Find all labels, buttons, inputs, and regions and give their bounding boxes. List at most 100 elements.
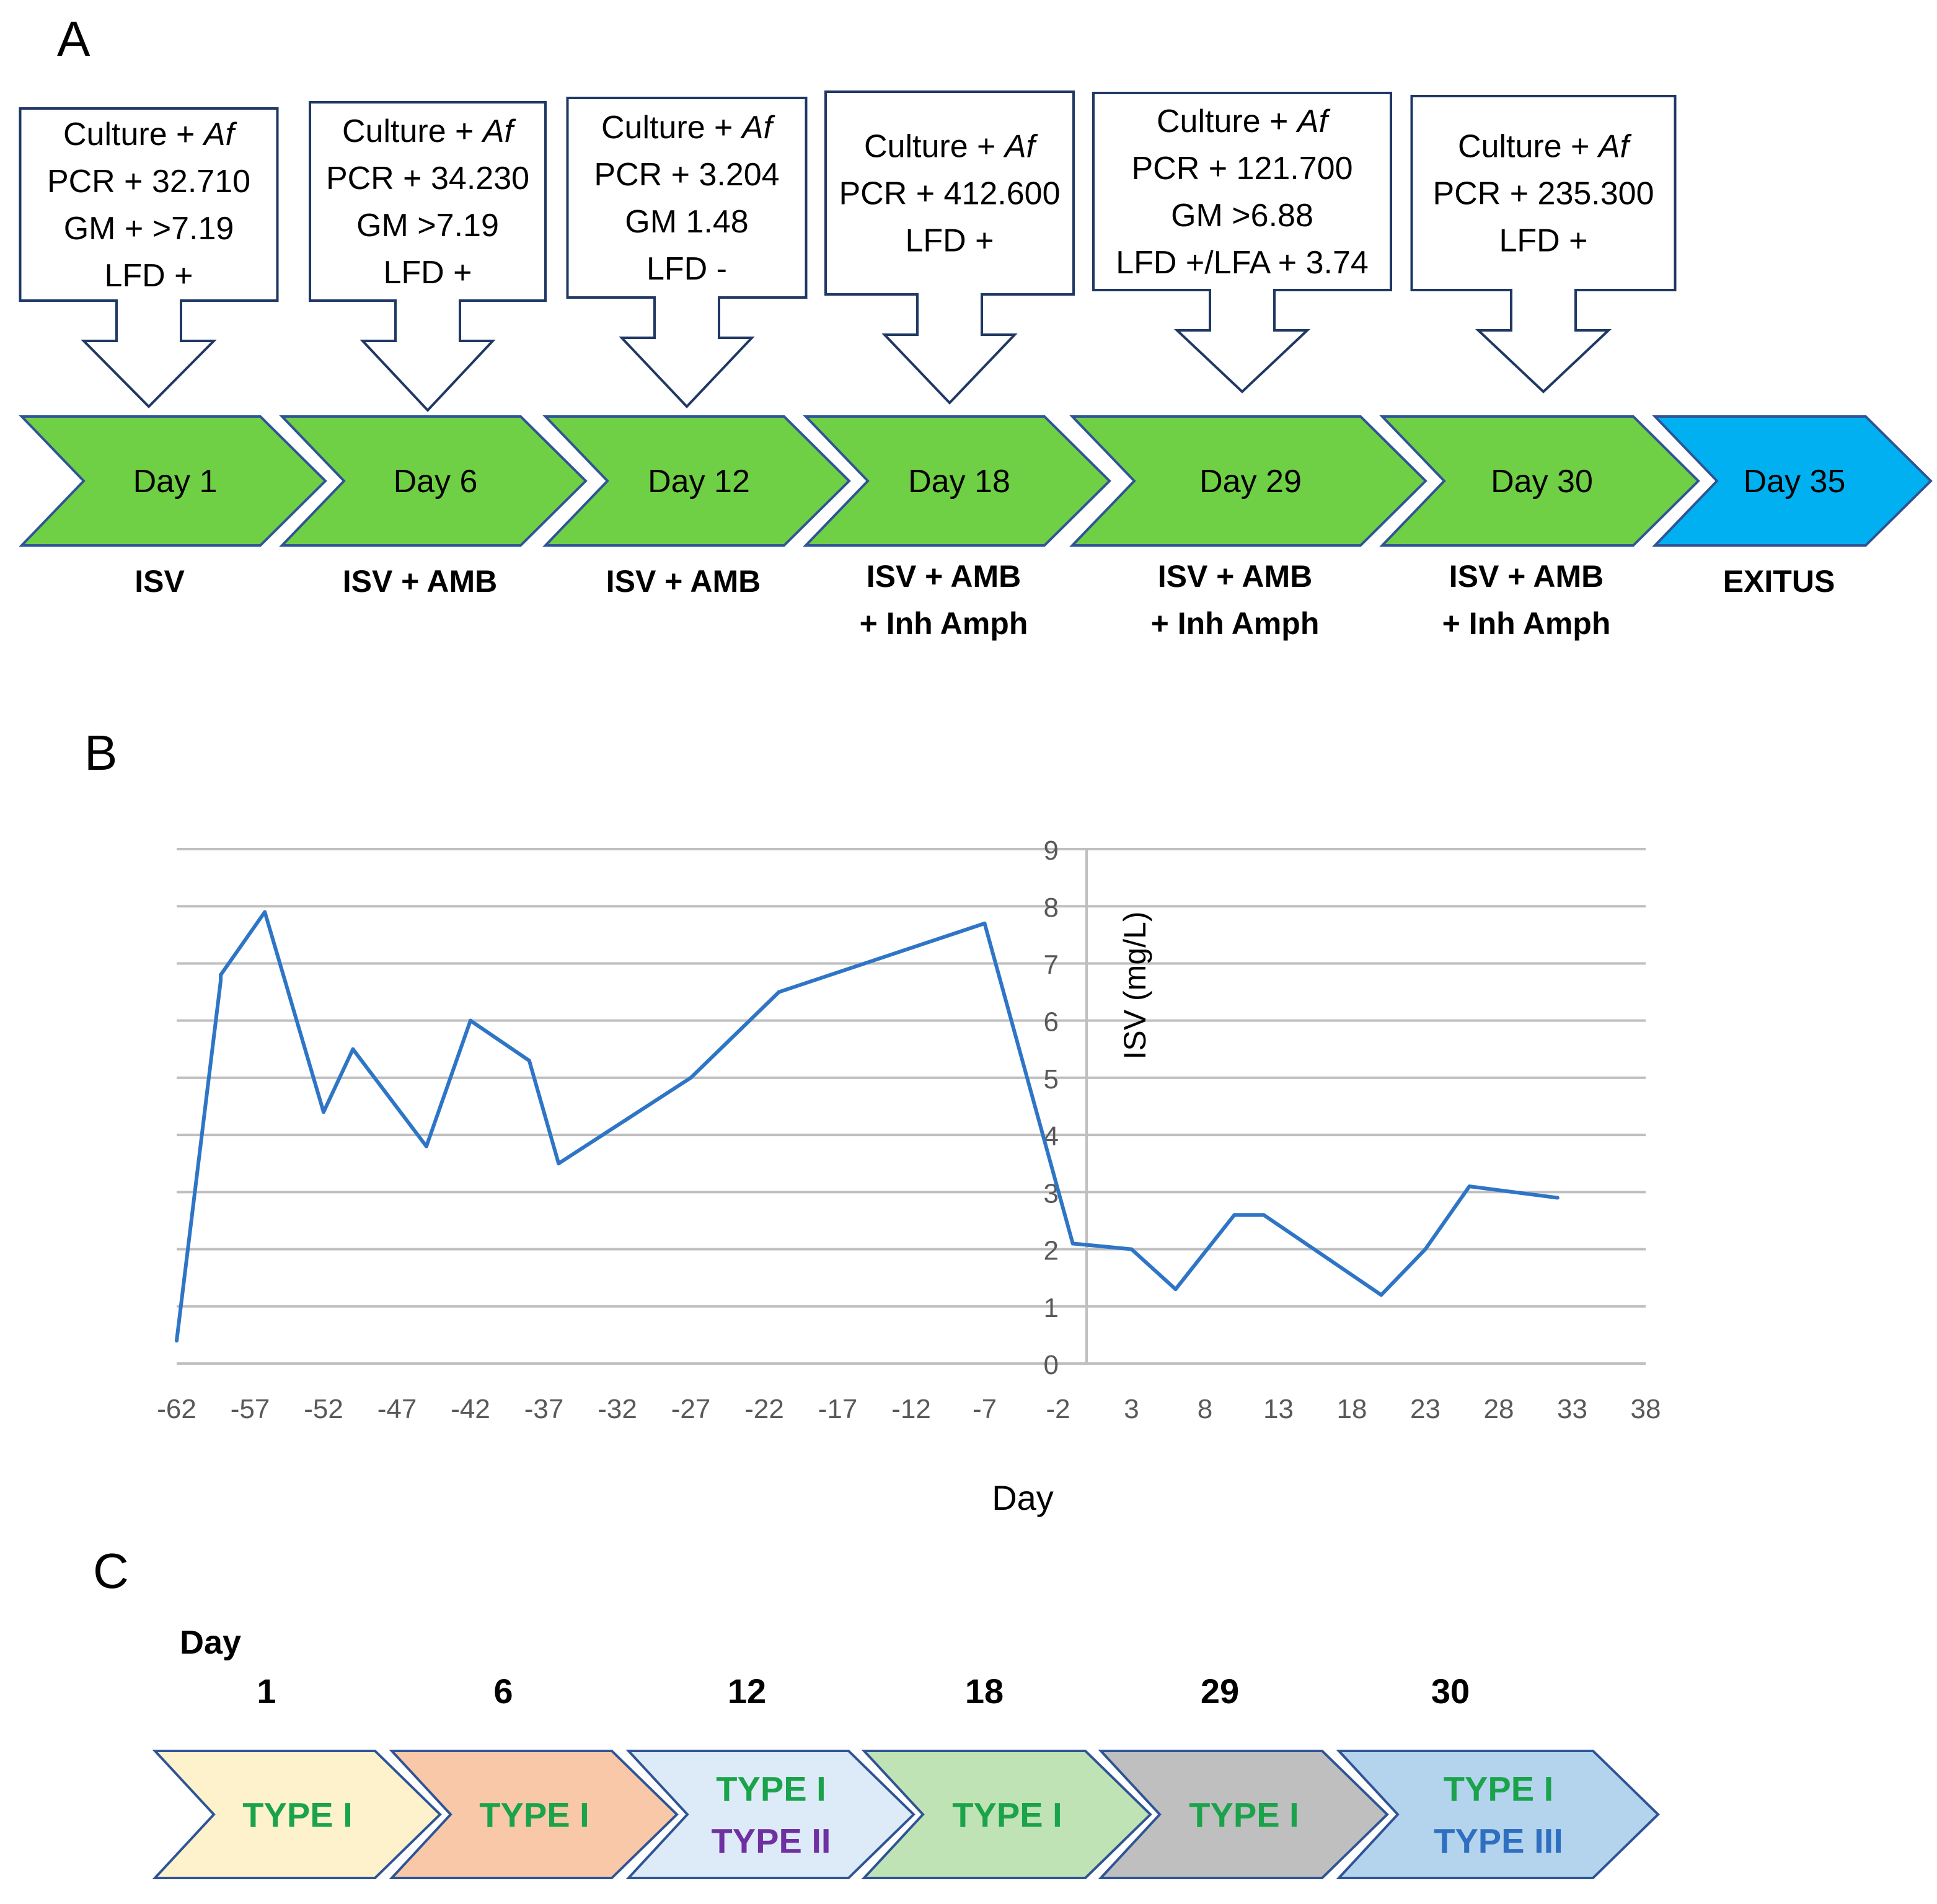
- x-tick-label: -37: [524, 1394, 564, 1424]
- test-result-line: PCR + 235.300: [1432, 176, 1654, 212]
- x-tick-label: 18: [1337, 1394, 1367, 1424]
- isv-data-point: [1261, 1213, 1266, 1217]
- test-result-line: PCR + 412.600: [839, 176, 1060, 212]
- x-tick-label: -2: [1046, 1394, 1070, 1424]
- types-chevron-3: [625, 1750, 916, 1879]
- x-tick-label: 33: [1557, 1394, 1587, 1424]
- x-tick-label: -7: [973, 1394, 997, 1424]
- x-tick-label: 23: [1410, 1394, 1441, 1424]
- timeline-treatment-label: ISV + AMB: [1158, 559, 1313, 594]
- timeline-panel: Day 1 ISV Culture + Af PCR + 32.710 GM + >7.…: [19, 90, 1933, 641]
- test-result-line: GM >7.19: [356, 208, 499, 244]
- isv-data-point: [1070, 1241, 1075, 1246]
- x-tick-label: 8: [1198, 1394, 1212, 1424]
- panel-label-c: C: [93, 1543, 129, 1598]
- panel-label-a: A: [57, 11, 90, 66]
- isv-data-point: [557, 1161, 561, 1166]
- x-tick-label: 38: [1631, 1394, 1661, 1424]
- test-result-line: GM + >7.19: [64, 211, 234, 247]
- test-callout-2: [309, 101, 547, 412]
- x-tick-label: 28: [1484, 1394, 1514, 1424]
- types-day-label: 6: [493, 1672, 513, 1711]
- x-tick-label: 13: [1263, 1394, 1294, 1424]
- types-chevron-6: [1336, 1750, 1660, 1879]
- test-result-line: PCR + 34.230: [326, 161, 529, 196]
- test-callout-3: [566, 97, 808, 408]
- timeline-chevron-6: [1379, 415, 1700, 547]
- y-tick-label: 7: [1044, 950, 1059, 980]
- types-day-label: 1: [257, 1672, 276, 1711]
- isv-data-point: [263, 910, 267, 914]
- timeline-treatment-label: ISV + AMB: [867, 559, 1021, 594]
- timeline-chevron-4: [803, 415, 1111, 547]
- isv-data-point: [1232, 1213, 1237, 1217]
- isv-data-point: [1173, 1287, 1178, 1292]
- test-result-line: Culture + Af: [601, 110, 775, 146]
- isv-data-point: [1467, 1184, 1472, 1189]
- timeline-day-label: Day 1: [133, 464, 218, 500]
- x-tick-label: -17: [818, 1394, 858, 1424]
- isv-data-point: [689, 1075, 693, 1080]
- timeline-treatment-label: + Inh Amph: [1442, 606, 1611, 641]
- test-result-line: LFD +: [104, 258, 193, 294]
- timeline-day-label: Day 30: [1491, 464, 1593, 500]
- x-tick-label: -47: [377, 1394, 417, 1424]
- x-tick-label: 3: [1124, 1394, 1139, 1424]
- test-callout-4: [824, 90, 1075, 405]
- isv-data-point: [351, 1047, 355, 1051]
- types-day-label: 18: [965, 1672, 1004, 1711]
- y-tick-label: 1: [1044, 1293, 1059, 1323]
- isv-data-point: [1423, 1247, 1427, 1251]
- test-result-line: LFD +: [905, 223, 994, 259]
- x-tick-label: -57: [231, 1394, 270, 1424]
- timeline-day-label: Day 18: [908, 464, 1010, 500]
- timeline-chevron-5: [1069, 415, 1427, 547]
- timeline-chevron-7: [1652, 415, 1933, 547]
- x-tick-label: -32: [598, 1394, 637, 1424]
- types-panel: Day 1 6 12 18 29 30 TYPE I TYPE I TYPE I TYPE II T…: [152, 1624, 1660, 1879]
- type-label: TYPE III: [1434, 1822, 1563, 1861]
- timeline-chevron-2: [279, 415, 588, 547]
- isv-data-point: [175, 1339, 179, 1343]
- type-label: TYPE I: [479, 1796, 589, 1835]
- test-result-line: GM >6.88: [1171, 198, 1313, 234]
- type-label: TYPE I: [952, 1796, 1062, 1835]
- isv-data-point: [777, 990, 781, 994]
- timeline-treatment-label: ISV + AMB: [343, 564, 498, 599]
- isv-data-point: [219, 979, 223, 983]
- types-chevron-2: [389, 1750, 679, 1879]
- x-tick-labels: -62 -57 -52 -47 -42 -37 -32 -27 -22 -17 -12 -7 -2 3 8 1…: [157, 1394, 1661, 1424]
- timeline-day-label: Day 6: [394, 464, 478, 500]
- y-tick-label: 9: [1044, 835, 1059, 866]
- type-label: TYPE I: [1444, 1770, 1553, 1809]
- timeline-chevron-3: [542, 415, 851, 547]
- types-day-label: 29: [1201, 1672, 1239, 1711]
- types-day-label: 12: [728, 1672, 766, 1711]
- isv-data-point: [527, 1059, 531, 1063]
- test-result-line: Culture + Af: [63, 117, 237, 152]
- types-chevron-5: [1098, 1750, 1389, 1879]
- isv-data-point: [322, 1110, 325, 1114]
- y-tick-label: 5: [1044, 1064, 1059, 1095]
- y-axis-title: ISV (mg/L): [1118, 912, 1152, 1060]
- y-tick-label: 2: [1044, 1236, 1059, 1266]
- timeline-treatment-label: + Inh Amph: [860, 606, 1028, 641]
- test-result-line: LFD +/LFA + 3.74: [1116, 245, 1369, 281]
- x-tick-label: -22: [744, 1394, 784, 1424]
- test-result-line: PCR + 32.710: [47, 164, 250, 200]
- test-result-line: Culture + Af: [1157, 104, 1331, 139]
- test-callout-5: [1092, 92, 1392, 394]
- x-axis-title: Day: [992, 1478, 1054, 1517]
- isv-data-point: [469, 1018, 472, 1023]
- x-tick-label: -42: [451, 1394, 490, 1424]
- chart-gridlines: [177, 848, 1646, 1365]
- types-chevron-4: [861, 1750, 1152, 1879]
- timeline-treatment-label: ISV + AMB: [1449, 559, 1604, 594]
- panel-label-b: B: [84, 725, 117, 780]
- test-callout-6: [1410, 95, 1677, 394]
- test-result-line: PCR + 3.204: [594, 157, 779, 193]
